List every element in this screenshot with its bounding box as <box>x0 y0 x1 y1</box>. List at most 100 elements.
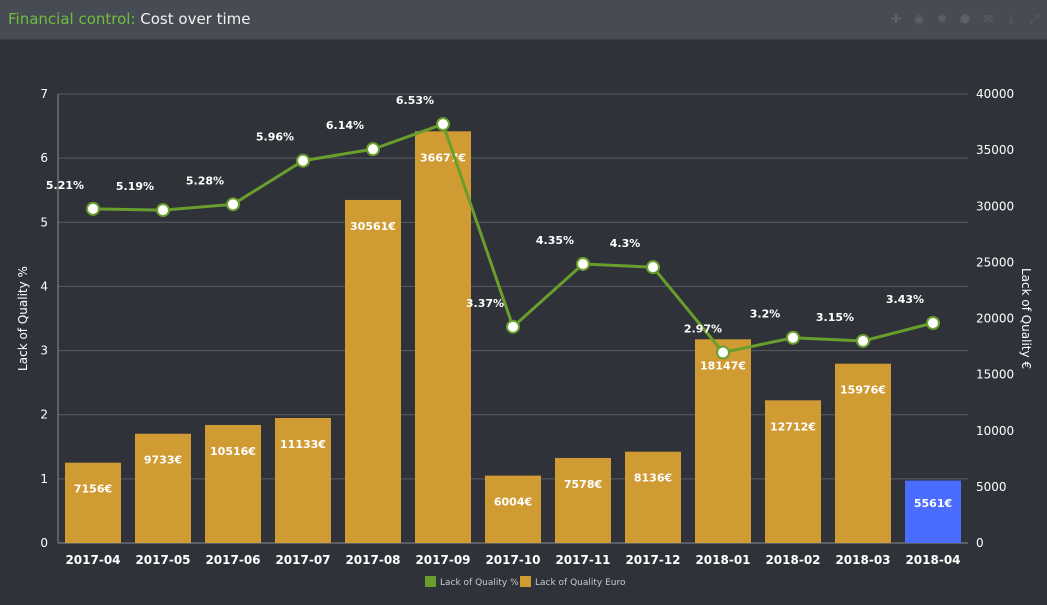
y-left-tick-label: 6 <box>40 151 48 165</box>
x-tick-label: 2018-04 <box>905 553 960 567</box>
x-tick-label: 2017-10 <box>485 553 540 567</box>
legend-label-bar: Lack of Quality Euro <box>535 578 626 588</box>
eye-icon[interactable]: ◉ <box>913 12 925 26</box>
y-right-tick-label: 30000 <box>976 199 1014 213</box>
expand-icon[interactable]: ⤢ <box>1029 12 1039 26</box>
x-tick-label: 2018-03 <box>835 553 890 567</box>
x-tick-label: 2018-01 <box>695 553 750 567</box>
line-point <box>226 197 240 212</box>
x-tick-label: 2017-11 <box>555 553 610 567</box>
title-prefix: Financial control: <box>8 10 136 28</box>
y-right-axis-title: Lack of Quality € <box>1019 268 1033 369</box>
x-tick-label: 2017-04 <box>65 553 120 567</box>
y-left-tick-label: 1 <box>40 472 48 486</box>
bar-data-label: 6004€ <box>494 496 532 509</box>
line-data-label: 5.28% <box>186 174 224 187</box>
y-right-tick-label: 35000 <box>976 143 1014 157</box>
bar-data-label: 9733€ <box>144 454 182 467</box>
line-data-label: 3.43% <box>886 293 924 306</box>
bar-data-label: 15976€ <box>840 384 886 397</box>
bar <box>415 131 471 544</box>
line-data-label: 5.21% <box>46 179 84 192</box>
line-point <box>576 256 590 271</box>
line-point <box>296 153 310 168</box>
bar-data-label: 12712€ <box>770 420 816 433</box>
bar-data-label: 8136€ <box>634 472 672 485</box>
gear-icon[interactable]: ✱ <box>936 12 948 26</box>
line-point <box>786 330 800 345</box>
bar-data-label: 30561€ <box>350 220 396 233</box>
bar <box>765 400 821 543</box>
line-data-label: 6.53% <box>396 94 434 107</box>
x-tick-label: 2017-08 <box>345 553 400 567</box>
y-left-axis-title: Lack of Quality % <box>16 266 30 371</box>
plus-icon[interactable]: ✚ <box>890 12 902 26</box>
x-tick-label: 2018-02 <box>765 553 820 567</box>
line-data-label: 2.97% <box>684 322 722 335</box>
x-tick-label: 2017-09 <box>415 553 470 567</box>
chart-header: Financial control: Cost over time ✚ ◉ ✱ … <box>0 0 1047 40</box>
x-tick-label: 2017-06 <box>205 553 260 567</box>
y-right-tick-label: 0 <box>976 536 984 550</box>
bar-data-label: 7578€ <box>564 478 602 491</box>
y-right-tick-label: 25000 <box>976 255 1014 269</box>
line-point <box>646 260 660 275</box>
x-tick-label: 2017-12 <box>625 553 680 567</box>
line-data-label: 5.19% <box>116 180 154 193</box>
line-data-label: 3.37% <box>466 297 504 310</box>
x-tick-label: 2017-07 <box>275 553 330 567</box>
line-point <box>506 319 520 334</box>
bar-data-label: 11133€ <box>280 438 326 451</box>
y-left-tick-label: 3 <box>40 344 48 358</box>
y-right-tick-label: 15000 <box>976 368 1014 382</box>
chart-title: Financial control: Cost over time <box>8 10 251 28</box>
bar <box>485 475 541 543</box>
title-main: Cost over time <box>140 10 251 28</box>
line-point <box>436 117 450 132</box>
combo-chart: 0 1 2 3 4 5 6 7 0 5000 10000 15000 20000 25000 30000 35… <box>16 87 1033 588</box>
bar-data-label: 10516€ <box>210 445 256 458</box>
y-left-tick-label: 0 <box>40 536 48 550</box>
bar-data-label: 36677€ <box>420 151 466 164</box>
bar <box>205 424 261 543</box>
line-data-label: 3.15% <box>816 311 854 324</box>
line-point <box>86 201 100 216</box>
y-right-tick-label: 10000 <box>976 424 1014 438</box>
line-data-label: 4.35% <box>536 234 574 247</box>
toolbar: ✚ ◉ ✱ ⬢ ✉ ⤓ ⤢ <box>889 12 1041 26</box>
line-point <box>366 142 380 157</box>
bar-data-label: 5561€ <box>914 497 952 510</box>
legend-swatch-bar <box>520 576 531 587</box>
line-point <box>926 315 940 330</box>
y-right-tick-label: 5000 <box>976 480 1007 494</box>
legend-swatch-line <box>425 576 436 587</box>
bar <box>695 339 751 543</box>
bar <box>345 199 401 544</box>
line-data-label: 3.2% <box>750 308 781 321</box>
bar <box>65 462 121 543</box>
y-left-tick-label: 4 <box>40 279 48 293</box>
bar <box>275 418 331 543</box>
y-right-tick-label: 40000 <box>976 87 1014 101</box>
line-data-label: 6.14% <box>326 119 364 132</box>
bar-data-label: 18147€ <box>700 359 746 372</box>
bar <box>555 457 611 543</box>
line-point <box>156 203 170 218</box>
y-left-tick-label: 5 <box>40 215 48 229</box>
line-data-label: 5.96% <box>256 131 294 144</box>
bar <box>905 480 961 543</box>
mail-icon[interactable]: ✉ <box>982 12 994 26</box>
bar <box>835 363 891 543</box>
y-left-tick-label: 2 <box>40 408 48 422</box>
bar <box>135 433 191 543</box>
download-icon[interactable]: ⤓ <box>1008 12 1014 26</box>
settings-icon[interactable]: ⬢ <box>959 12 971 26</box>
x-tick-label: 2017-05 <box>135 553 190 567</box>
legend-label-line: Lack of Quality % <box>440 578 519 588</box>
line-data-label: 4.3% <box>610 237 641 250</box>
y-right-tick-label: 20000 <box>976 312 1014 326</box>
bar-data-label: 7156€ <box>74 483 112 496</box>
y-left-tick-label: 7 <box>40 87 48 101</box>
line-point <box>856 333 870 348</box>
bar <box>625 451 681 543</box>
